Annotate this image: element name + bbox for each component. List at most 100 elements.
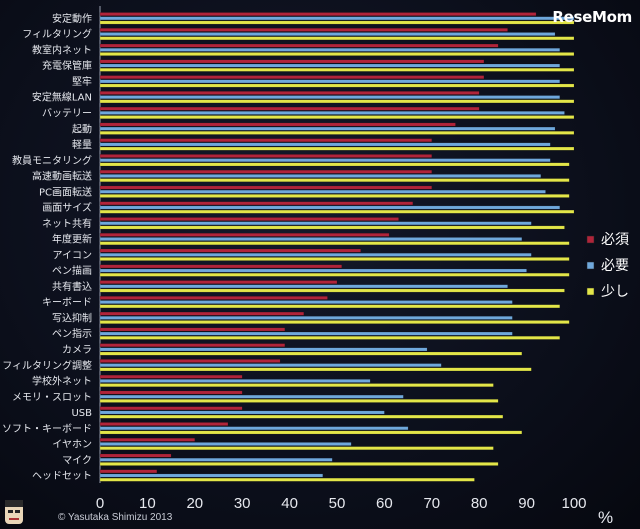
bar-needed	[99, 268, 527, 273]
bar-needed	[99, 410, 385, 415]
bar-needed	[99, 347, 428, 352]
bar-slight	[99, 351, 523, 356]
x-tick-label: 50	[329, 495, 346, 512]
category-label: ソフト・キーボード	[2, 423, 92, 435]
bar-needed	[99, 221, 532, 226]
legend-label: 必要	[601, 258, 629, 274]
x-tick-label: 10	[139, 495, 156, 512]
bar-required	[99, 233, 390, 237]
bar-required	[99, 12, 537, 16]
bar-required	[99, 343, 286, 348]
bar-slight	[99, 67, 575, 72]
category-label: 写込抑制	[52, 311, 92, 324]
x-tick-label: 60	[376, 495, 393, 512]
x-tick-label: 80	[471, 495, 488, 512]
category-label: 起動	[72, 122, 92, 135]
category-label: アイコン	[53, 250, 93, 261]
bar-required	[99, 453, 172, 458]
category-label: フィルタリング調整	[2, 359, 92, 372]
bar-needed	[99, 284, 508, 289]
bar-needed	[99, 111, 565, 115]
bar-slight	[99, 194, 570, 198]
category-label: PC画面転送	[39, 185, 92, 198]
x-tick-label: 90	[518, 495, 535, 512]
bar-needed	[99, 189, 546, 194]
category-label: カメラ	[62, 344, 92, 356]
category-label: 年度更新	[52, 233, 92, 246]
category-label: 堅牢	[72, 75, 92, 88]
bar-required	[99, 201, 414, 206]
bar-slight	[99, 225, 565, 230]
bar-required	[99, 91, 480, 95]
bar-slight	[99, 83, 575, 88]
bar-needed	[99, 126, 556, 131]
bar-required	[99, 169, 432, 174]
bar-needed	[99, 142, 551, 147]
legend-swatch	[586, 235, 595, 244]
bar-slight	[99, 477, 475, 482]
bar-required	[99, 122, 456, 127]
category-label: フィルタリング	[22, 28, 92, 41]
x-tick-label: 100	[561, 495, 586, 512]
bar-slight	[99, 146, 575, 151]
bar-slight	[99, 336, 560, 340]
category-label: ヘッドセット	[32, 470, 92, 482]
bar-slight	[99, 304, 560, 309]
category-label: 教室内ネット	[32, 43, 92, 56]
category-label: ペン描画	[52, 264, 92, 277]
x-tick-label: 30	[234, 495, 251, 512]
category-label: 学校外ネット	[32, 375, 92, 388]
bar-required	[99, 217, 399, 221]
bar-slight	[99, 178, 570, 182]
bar-slight	[99, 20, 575, 25]
bar-required	[99, 264, 342, 269]
category-label: 高速動画転送	[32, 170, 92, 183]
bar-slight	[99, 131, 575, 135]
category-label: 安定無線LAN	[32, 91, 92, 104]
bar-needed	[99, 394, 404, 399]
bar-needed	[99, 331, 513, 336]
bar-needed	[99, 48, 560, 52]
legend-swatch	[586, 287, 595, 296]
bar-required	[99, 438, 196, 442]
bar-required	[99, 359, 281, 363]
bar-needed	[99, 79, 560, 84]
category-label: キーボード	[42, 297, 92, 309]
legend-label: 少し	[601, 284, 629, 300]
bar-required	[99, 106, 480, 111]
category-label: バッテリー	[42, 107, 92, 119]
author-avatar-icon	[5, 500, 23, 524]
category-label: 安定動作	[52, 12, 92, 25]
category-label: ネット共有	[42, 217, 92, 230]
bar-slight	[99, 36, 575, 41]
bar-slight	[99, 209, 575, 214]
bar-needed	[99, 63, 560, 68]
bar-required	[99, 43, 499, 48]
bar-required	[99, 138, 432, 143]
bar-slight	[99, 399, 499, 403]
bar-needed	[99, 16, 575, 21]
bar-slight	[99, 257, 570, 261]
category-label: USB	[71, 408, 92, 419]
x-axis-unit-label: %	[598, 508, 614, 527]
bar-slight	[99, 383, 494, 387]
bar-required	[99, 280, 338, 284]
bar-slight	[99, 320, 570, 324]
bar-required	[99, 248, 361, 253]
bar-needed	[99, 174, 542, 178]
bar-needed	[99, 158, 551, 163]
category-label: 軽量	[72, 139, 92, 151]
x-tick-label: 70	[423, 495, 440, 512]
bar-needed	[99, 379, 371, 383]
copyright-text: © Yasutaka Shimizu 2013	[58, 512, 173, 523]
bar-needed	[99, 205, 560, 210]
bar-required	[99, 469, 158, 474]
bar-needed	[99, 237, 523, 241]
category-label: メモリ・スロット	[12, 392, 92, 403]
bar-needed	[99, 32, 556, 36]
category-label: 画面サイズ	[42, 201, 92, 214]
bar-required	[99, 422, 229, 426]
x-tick-label: 40	[281, 495, 298, 512]
